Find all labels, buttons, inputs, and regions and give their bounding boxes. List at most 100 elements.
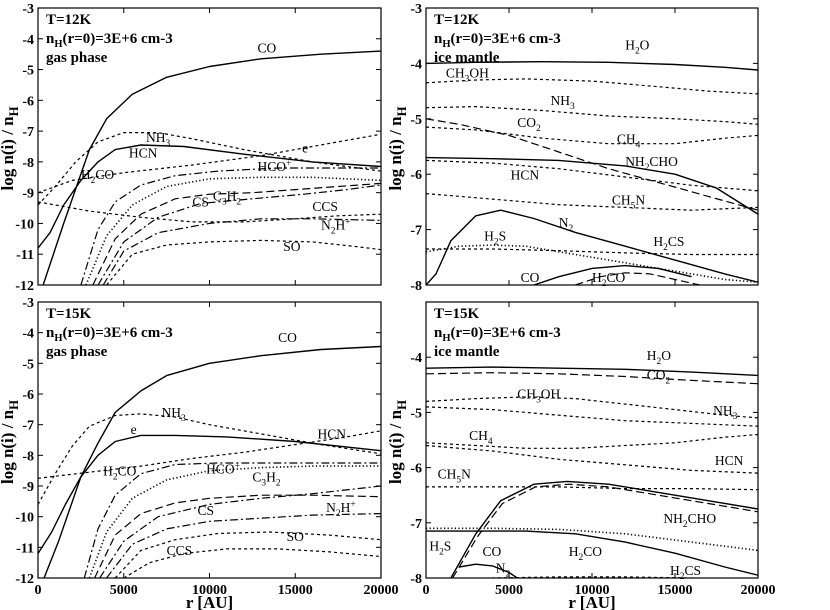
- series-label-nh3: NH3: [146, 130, 171, 149]
- series-line-h2co: [452, 483, 758, 578]
- panel-temperature: T=12K: [46, 12, 92, 28]
- series-label-ch5n: CH5N: [438, 467, 471, 486]
- series-label-co2: CO2: [517, 115, 541, 134]
- series-label-h2cs: H2CS: [670, 563, 701, 582]
- series-label-nh3: NH3: [551, 93, 576, 112]
- panel-phase: gas phase: [46, 344, 108, 360]
- y-tick-label: -8: [22, 156, 34, 171]
- series-line-nh3: [426, 105, 758, 125]
- panel-temperature: T=15K: [434, 306, 480, 322]
- y-axis-label: log n(i) / nH: [386, 106, 409, 190]
- panel-density: nH(r=0)=3E+6 cm-3: [434, 325, 561, 344]
- y-tick-label: -8: [22, 449, 34, 464]
- series-label-ch5n: CH5N: [612, 193, 645, 212]
- y-tick-label: -5: [22, 357, 34, 372]
- y-tick-label: -8: [410, 572, 422, 587]
- series-label-h2o: H2O: [625, 38, 649, 57]
- y-tick-label: -4: [410, 351, 422, 366]
- y-tick-label: -3: [410, 2, 422, 17]
- y-tick-label: -4: [410, 57, 422, 72]
- series-line-h2co: [575, 272, 701, 285]
- series-label-ccs: CCS: [167, 543, 193, 558]
- series-line-n2h+: [102, 218, 381, 285]
- x-tick-label: 0: [423, 583, 430, 598]
- series-label-h2o: H2O: [647, 348, 671, 367]
- y-tick-label: -6: [22, 388, 34, 403]
- y-tick-label: -9: [22, 480, 34, 495]
- series-label-h2co: H2CO: [81, 167, 114, 186]
- series-line-h2co: [83, 462, 381, 578]
- series-line-nh2cho: [426, 530, 758, 576]
- series-label-c3h2: C3H2: [252, 469, 280, 488]
- x-tick-label: 0: [35, 583, 42, 598]
- series-label-so: SO: [283, 239, 301, 254]
- series-line-so: [114, 531, 381, 578]
- series-label-cs: CS: [197, 503, 214, 518]
- series-label-h2s: H2S: [484, 229, 506, 248]
- x-tick-label: 20000: [364, 583, 399, 598]
- series-line-co: [533, 264, 692, 285]
- series-label-n2h+: N2H+: [321, 218, 351, 237]
- series-label-cs: CS: [192, 195, 209, 210]
- y-axis-label: log n(i) / nH: [0, 106, 21, 190]
- series-line-nh3: [426, 406, 758, 427]
- panel-density: nH(r=0)=3E+6 cm-3: [46, 325, 173, 344]
- series-line-co2: [426, 372, 758, 385]
- series-line-co2: [426, 118, 758, 211]
- panel-density: nH(r=0)=3E+6 cm-3: [46, 31, 173, 50]
- x-axis-label: r [AU]: [186, 593, 233, 610]
- series-label-nh3: NH3: [161, 405, 186, 424]
- y-tick-label: -5: [410, 406, 422, 421]
- y-tick-label: -5: [22, 64, 34, 79]
- y-tick-label: -4: [22, 327, 34, 342]
- series-line-h2o: [426, 366, 758, 377]
- series-label-hcn: HCN: [318, 426, 347, 441]
- y-axis-label: log n(i) / nH: [386, 400, 409, 484]
- series-label-c3h2: C3H2: [213, 188, 241, 207]
- y-tick-label: -6: [410, 168, 422, 183]
- series-line-ccs: [123, 548, 381, 578]
- y-tick-label: -6: [22, 94, 34, 109]
- series-line-hcn: [426, 444, 758, 474]
- series-label-co: CO: [521, 270, 540, 285]
- y-tick-label: -10: [15, 217, 34, 232]
- series-label-n2h+: N2H+: [326, 500, 356, 519]
- series-label-hcn: HCN: [715, 453, 744, 468]
- series-line-ch4: [426, 126, 758, 145]
- series-group: [38, 50, 381, 285]
- y-tick-label: -3: [22, 296, 34, 311]
- series-label-ccs: CCS: [312, 199, 338, 214]
- series-line-hcn: [38, 434, 381, 554]
- series-line-hcn: [426, 159, 758, 192]
- series-line-e: [38, 133, 381, 194]
- series-label-co: CO: [482, 544, 501, 559]
- series-line-hcn: [38, 144, 381, 249]
- series-line-ch4: [426, 433, 758, 449]
- series-label-nh2cho: NH2CHO: [663, 511, 716, 530]
- series-line-c3h2: [94, 494, 381, 578]
- series-line-ch5n: [426, 486, 758, 491]
- panel-bottom-right: -4 -5 -6 -7 -80 5000 10000 15000 20000 log n(i) /…: [386, 301, 776, 610]
- x-tick-label: 15000: [658, 583, 693, 598]
- series-line-co: [43, 345, 381, 578]
- series-line-hco+: [85, 176, 381, 285]
- y-tick-label: -11: [16, 248, 34, 263]
- series-line-ccs: [38, 201, 381, 223]
- x-tick-label: 20000: [741, 583, 776, 598]
- x-tick-label: 5000: [110, 583, 138, 598]
- series-line-nh3: [38, 132, 381, 206]
- series-label-co: CO: [258, 41, 277, 56]
- series-label-co: CO: [278, 330, 297, 345]
- series-label-ch3oh: CH3OH: [446, 65, 489, 84]
- series-line-ch3oh: [426, 396, 758, 419]
- series-line-n2: [426, 209, 758, 285]
- series-label-e: e: [131, 422, 137, 437]
- series-line-ch5n: [426, 193, 758, 211]
- series-line-cs: [97, 184, 381, 285]
- series-group: [426, 366, 758, 578]
- series-line-nh2cho: [426, 156, 758, 215]
- series-label-n2: N2: [496, 560, 511, 579]
- series-line-cs: [99, 485, 381, 578]
- panel-bottom-left: -3 -4 -5 -6 -7 -8 -9 -10 -11 -120 5000 10000 15000 20…: [0, 296, 399, 610]
- series-line-ch3oh: [426, 78, 758, 95]
